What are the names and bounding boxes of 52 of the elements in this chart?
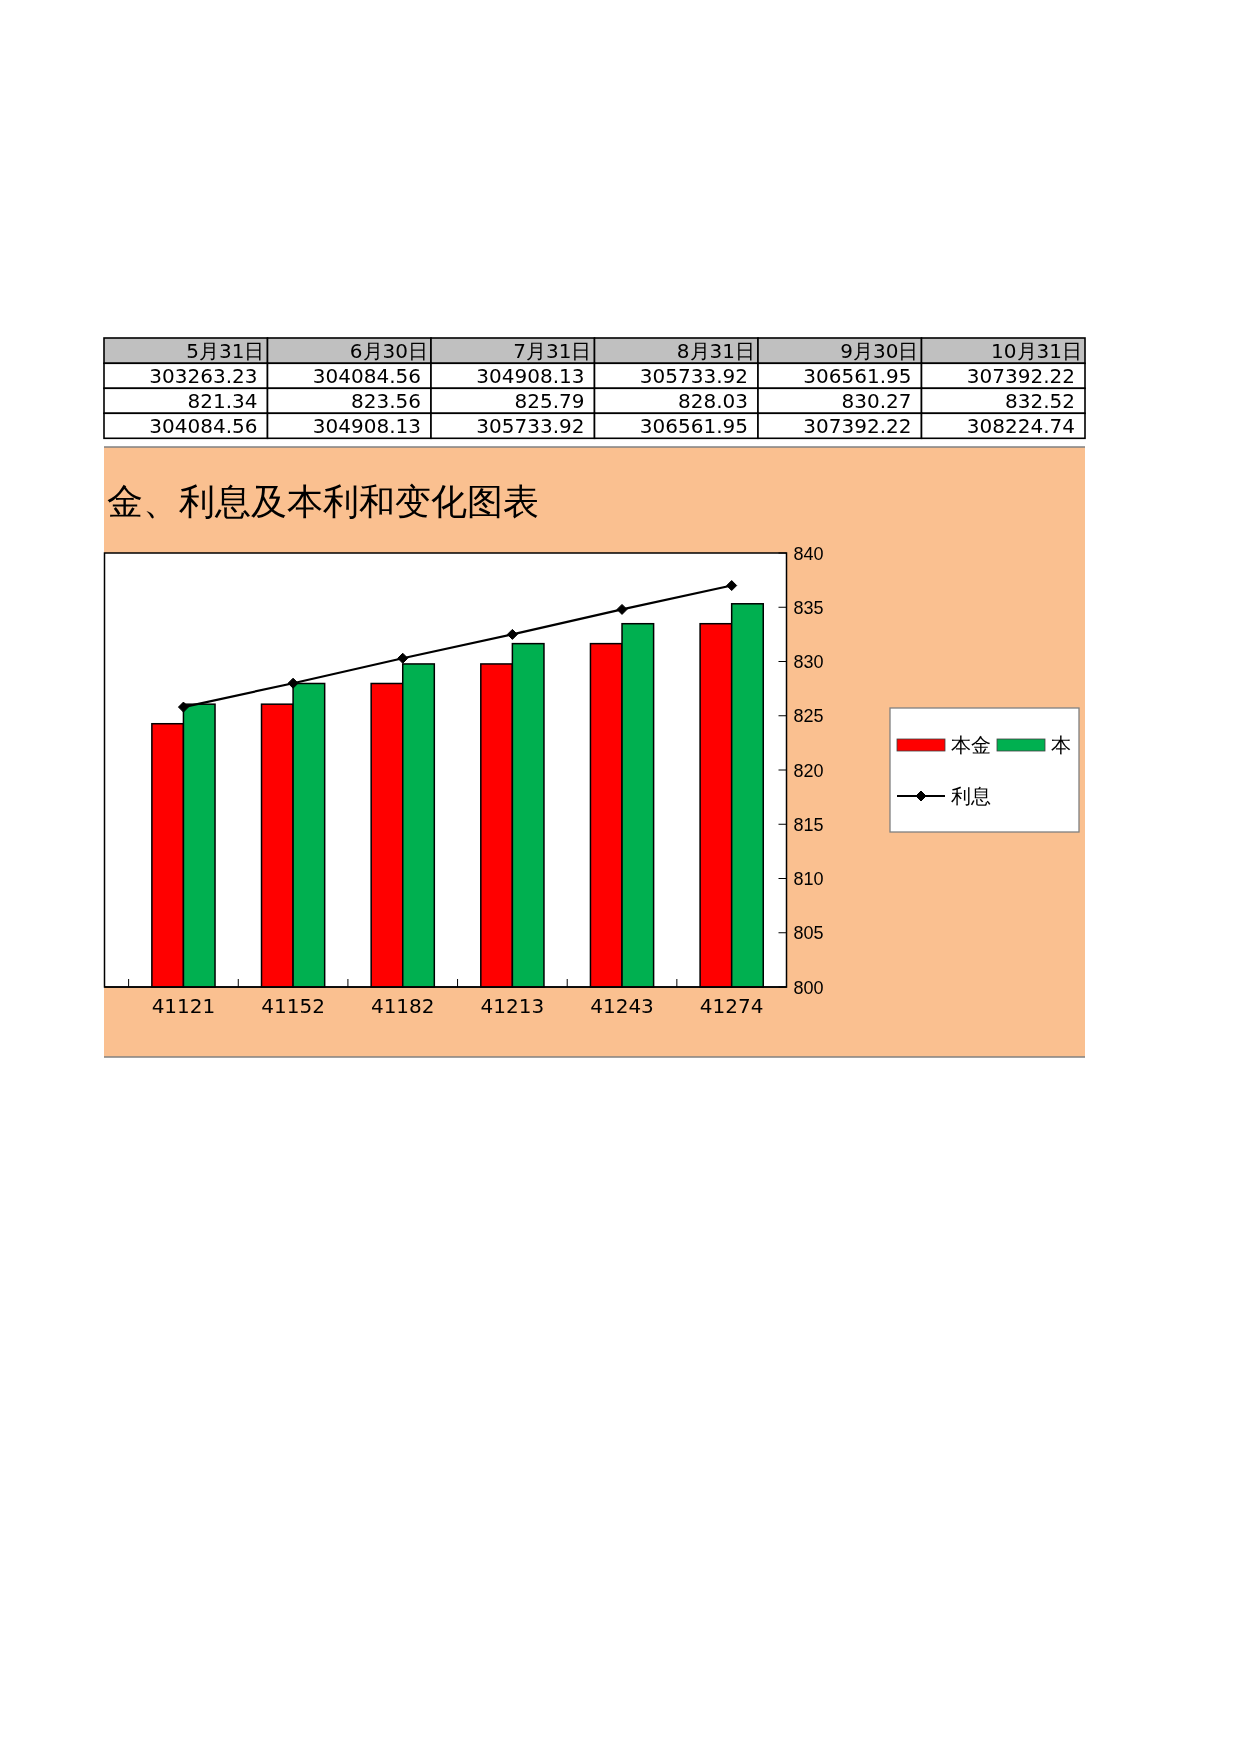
data-label: 830.27 (841, 389, 912, 414)
y-tick-label: 815 (793, 814, 824, 835)
y-tick-label: 835 (793, 597, 824, 618)
y-tick-label: 825 (793, 706, 824, 727)
data-label: 304084.56 (149, 414, 258, 439)
legend-entry: 本金 (896, 733, 991, 757)
point (177, 701, 189, 713)
data-label: 308224.74 (966, 414, 1075, 439)
data-label: 828.03 (678, 389, 748, 414)
data-label: 823.56 (351, 389, 421, 414)
x-tick-label: 41243 (590, 994, 654, 1018)
y-tick-label: 830 (793, 652, 824, 672)
data-label: 307392.22 (803, 414, 912, 439)
data-label: 307392.22 (966, 364, 1075, 389)
point (616, 603, 628, 615)
data-label: 304908.13 (476, 364, 585, 389)
category-label: 9月30日 (840, 339, 919, 364)
y-tick-label: 840 (793, 543, 824, 564)
y-tick-label: 805 (793, 923, 824, 944)
point (397, 652, 409, 664)
category-label: 7月31日 (513, 339, 592, 364)
x-tick-label: 41274 (699, 994, 764, 1018)
category-label: 6月30日 (349, 339, 428, 364)
data-label: 305733.92 (476, 414, 585, 439)
data-label: 821.34 (187, 389, 258, 414)
x-tick-label: 41152 (261, 994, 325, 1018)
data-label: 304084.56 (312, 364, 421, 389)
data-label: 304908.13 (312, 414, 421, 439)
category-label: 8月31日 (676, 339, 755, 364)
data-label: 305733.92 (639, 364, 748, 389)
y-tick-label: 800 (793, 977, 824, 998)
data-label: 303263.23 (149, 364, 258, 389)
point (287, 677, 299, 689)
data-label: 306561.95 (803, 364, 912, 389)
legend-label: 本金 (951, 733, 991, 757)
legend-label: 本 (1051, 733, 1071, 757)
data-label: 832.52 (1005, 389, 1075, 414)
point (726, 580, 738, 592)
data-label: 306561.95 (639, 414, 748, 439)
x-tick-label: 41213 (480, 994, 545, 1018)
category-label: 5月31日 (186, 339, 265, 364)
y-tick-label: 810 (793, 869, 824, 889)
category-label: 10月31日 (991, 339, 1082, 364)
y-tick-label: 820 (793, 760, 824, 781)
point (506, 628, 518, 640)
x-tick-label: 41182 (370, 994, 435, 1018)
chart-title: 金、利息及本利和变化图表 (107, 481, 539, 522)
legend-label: 利息 (951, 784, 991, 808)
legend-entry: 利息 (897, 784, 991, 808)
legend-entry: 本 (996, 733, 1071, 757)
x-tick-label: 41121 (151, 994, 216, 1018)
data-label: 825.79 (514, 389, 585, 414)
